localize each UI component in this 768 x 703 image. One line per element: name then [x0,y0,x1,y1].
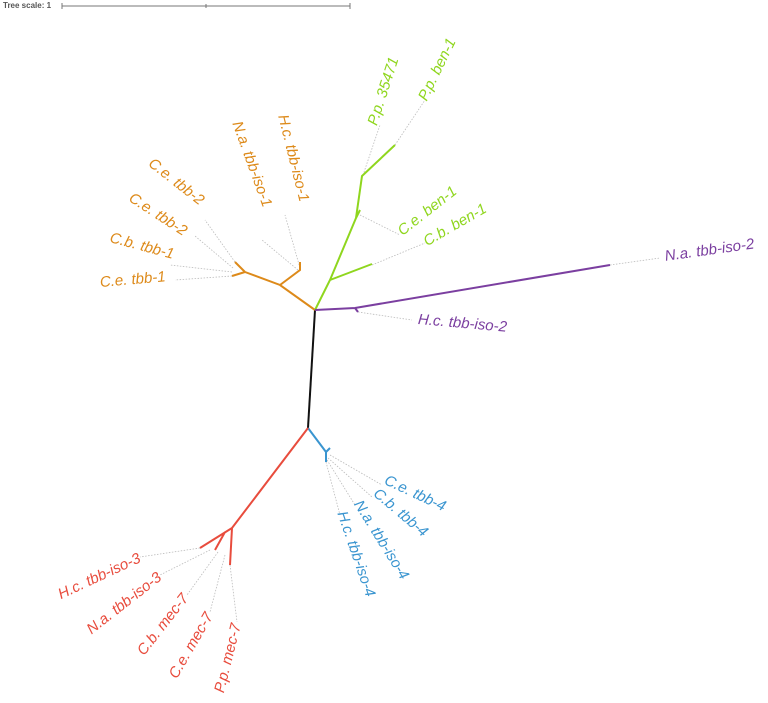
leaf-label: N.a. tbb-iso-2 [664,235,756,264]
dotted-leaders [139,99,661,623]
leaf-label: P.p. mec-7 [211,621,245,694]
branches [199,144,611,566]
leaf-label: H.c. tbb-iso-1 [274,113,312,204]
leaf-label: P.p. 35471 [364,55,402,127]
leaf-label: C.e. tbb-2 [126,189,191,239]
leaf-label: P.p. ben-1 [415,36,460,104]
leaf-labels: C.e. tbb-2 C.e. tbb-2 C.b. tbb-1 C.e. tb… [55,36,756,695]
scale-label: Tree scale: 1 [3,1,52,10]
leaf-label: H.c. tbb-iso-2 [417,311,508,336]
leaf-label: C.e. tbb-1 [99,268,166,291]
leaf-label: N.a. tbb-iso-1 [229,119,276,209]
leaf-label: C.b. tbb-1 [108,229,176,262]
scale-bar [61,3,351,9]
